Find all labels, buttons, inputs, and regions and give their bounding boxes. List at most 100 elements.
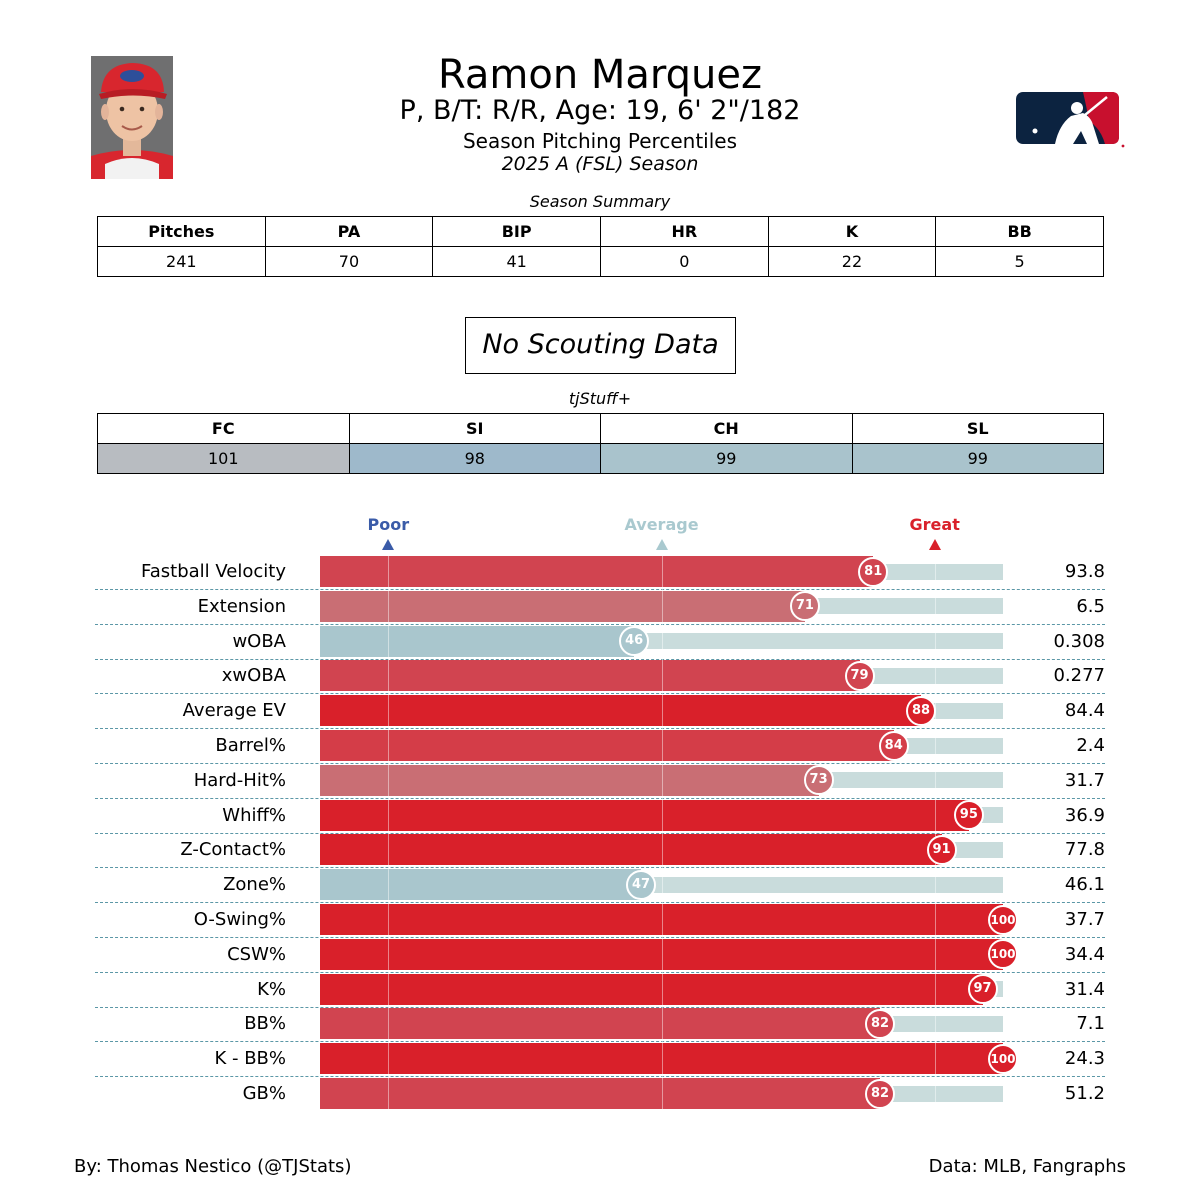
row-divider: [95, 971, 1105, 973]
percentile-bar: [320, 1078, 881, 1109]
percentile-marker: 46: [619, 626, 650, 657]
data-source: Data: MLB, Fangraphs: [928, 1156, 1126, 1177]
metric-value: 7.1: [1076, 1013, 1105, 1035]
metric-value: 37.7: [1064, 909, 1105, 930]
table-cell: 70: [264, 246, 434, 277]
row-divider: [95, 937, 1105, 938]
season-label: 2025 A (FSL) Season: [501, 153, 699, 175]
table-cell: Pitches: [97, 216, 266, 247]
metric-label: K - BB%: [214, 1048, 286, 1070]
legend-great-label: Great: [909, 515, 960, 534]
table-row: 241 70 41 0 22 5: [97, 246, 1104, 277]
reference-line: [388, 556, 390, 1109]
metric-label: Zone%: [223, 874, 286, 896]
row-divider: [95, 797, 1105, 799]
table-cell: SI: [348, 413, 601, 444]
triangle-up-icon: [382, 539, 395, 550]
percentile-bar: [320, 625, 635, 657]
table-cell: 5: [935, 246, 1104, 277]
metric-label: BB%: [244, 1013, 286, 1035]
metric-label: O-Swing%: [193, 909, 286, 930]
percentile-marker: 88: [906, 695, 937, 726]
percentile-marker: 82: [865, 1078, 896, 1109]
percentile-marker: 95: [953, 800, 984, 831]
table-header-row: FC SI CH SL: [97, 413, 1104, 444]
metric-label: GB%: [242, 1083, 286, 1104]
metric-label: Barrel%: [215, 735, 286, 756]
table-cell: 241: [97, 246, 266, 277]
percentile-bar: [320, 590, 805, 622]
row-divider: [95, 763, 1105, 764]
percentile-marker: 79: [844, 660, 875, 691]
metric-value: 31.4: [1064, 978, 1105, 1000]
percentile-marker: 82: [865, 1008, 896, 1039]
percentile-bar: [320, 834, 942, 866]
percentile-marker: 100: [988, 939, 1018, 970]
table-cell: 41: [432, 246, 601, 277]
table-header-row: Pitches PA BIP HR K BB: [97, 216, 1104, 247]
row-divider: [95, 693, 1105, 695]
percentile-bar: [320, 1043, 1003, 1075]
row-divider: [95, 623, 1105, 625]
percentile-marker: 100: [988, 904, 1018, 935]
percentile-bar: [320, 764, 819, 796]
percentile-marker: 71: [789, 591, 820, 622]
table-cell: 98: [348, 443, 601, 474]
row-divider: [95, 589, 1105, 590]
table-cell: SL: [851, 413, 1104, 444]
reference-line: [661, 556, 663, 1109]
table-cell: BIP: [432, 216, 601, 247]
season-summary-table: Pitches PA BIP HR K BB 241 70 41 0 22 5: [97, 216, 1104, 277]
metric-label: Hard-Hit%: [193, 769, 286, 791]
no-scouting-data-box: No Scouting Data: [465, 317, 736, 374]
reference-line: [934, 556, 936, 1109]
percentile-marker: 73: [803, 765, 834, 796]
metric-label: CSW%: [227, 943, 286, 965]
metric-value: 46.1: [1064, 874, 1105, 896]
percentile-marker: 84: [878, 730, 909, 761]
percentile-bar: [320, 660, 860, 692]
player-headshot-icon: [91, 56, 173, 179]
table-cell: 22: [767, 246, 937, 277]
triangle-up-icon: [928, 539, 941, 550]
percentile-bar: [320, 938, 1003, 970]
metric-value: 36.9: [1064, 804, 1105, 826]
percentile-bar: [320, 730, 894, 761]
metric-value: 34.4: [1064, 943, 1105, 965]
row-divider: [95, 832, 1105, 834]
table-cell: 0: [599, 246, 769, 277]
row-divider: [95, 1076, 1105, 1078]
player-name: Ramon Marquez: [437, 52, 763, 98]
percentile-marker: 100: [988, 1043, 1018, 1074]
legend-average-label: Average: [624, 515, 699, 534]
metric-value: 0.277: [1053, 665, 1105, 687]
metric-value: 84.4: [1064, 700, 1105, 722]
percentile-marker: 91: [926, 834, 957, 865]
table-cell: HR: [599, 216, 769, 247]
metric-label: wOBA: [232, 630, 286, 652]
metric-value: 31.7: [1064, 769, 1105, 791]
table-cell: 99: [600, 443, 853, 474]
metric-label: Fastball Velocity: [141, 561, 286, 582]
percentile-bar: [320, 1008, 881, 1040]
percentile-marker: 47: [626, 869, 656, 900]
metric-value: 24.3: [1064, 1048, 1105, 1070]
table-cell: PA: [264, 216, 434, 247]
row-divider: [95, 1041, 1105, 1043]
percentile-marker: 81: [858, 556, 889, 587]
player-bio: P, B/T: R/R, Age: 19, 6' 2"/182: [399, 95, 801, 126]
percentile-marker: 97: [967, 974, 998, 1005]
row-divider: [95, 658, 1105, 660]
percentile-bar: [320, 904, 1003, 935]
metric-label: Extension: [197, 595, 286, 617]
row-divider: [95, 1006, 1105, 1008]
percentile-bar: [320, 973, 983, 1005]
metric-label: Average EV: [182, 700, 286, 722]
metric-value: 2.4: [1076, 735, 1105, 756]
tjstuff-title: tjStuff+: [568, 389, 632, 408]
mlb-logo-icon: [1016, 92, 1125, 148]
table-cell: K: [767, 216, 937, 247]
metric-value: 6.5: [1076, 595, 1105, 617]
metric-label: K%: [257, 978, 286, 1000]
percentile-bar: [320, 799, 969, 831]
